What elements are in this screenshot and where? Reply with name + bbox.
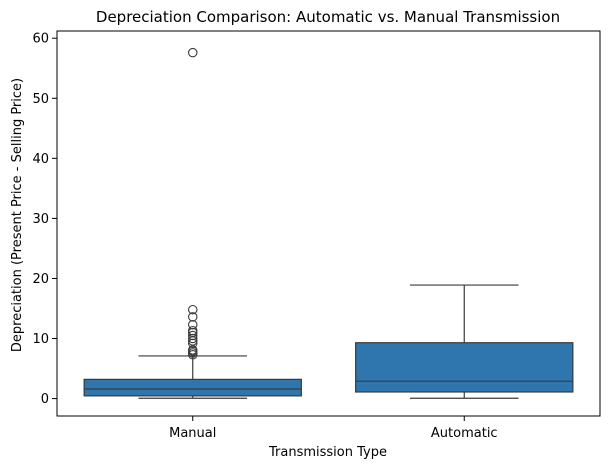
- outlier-point-manual[interactable]: [188, 333, 198, 344]
- outlier-point-manual[interactable]: [188, 304, 198, 315]
- y-tick-label-30: 30: [32, 212, 49, 227]
- y-tick-label-0: 0: [41, 392, 49, 407]
- plot-frame: [56, 30, 601, 417]
- outlier-point-manual[interactable]: [188, 338, 198, 349]
- y-tick-label-10: 10: [32, 332, 49, 347]
- y-tick-label-40: 40: [32, 152, 49, 167]
- outlier-point-manual[interactable]: [188, 330, 198, 341]
- y-tick-label-60: 60: [32, 32, 49, 47]
- box-manual[interactable]: [83, 378, 302, 397]
- outlier-point-manual[interactable]: [188, 312, 198, 322]
- outlier-point-manual[interactable]: [188, 319, 198, 330]
- plot-area: 0 10 20 30 40 50 60 Manual Automatic: [32, 30, 601, 441]
- chart-title: Depreciation Comparison: Automatic vs. M…: [96, 8, 560, 26]
- x-tick-label-automatic: Automatic: [431, 426, 498, 441]
- y-tick-label-50: 50: [32, 92, 49, 107]
- x-tick-label-manual: Manual: [169, 426, 216, 441]
- outlier-point-manual[interactable]: [188, 47, 198, 58]
- y-tick-label-20: 20: [32, 272, 49, 287]
- box-automatic[interactable]: [355, 342, 574, 393]
- x-axis-title: Transmission Type: [268, 445, 387, 460]
- outlier-point-manual[interactable]: [188, 345, 198, 355]
- outlier-point-manual[interactable]: [188, 325, 198, 336]
- y-axis-title: Depreciation (Present Price - Selling Pr…: [10, 78, 25, 352]
